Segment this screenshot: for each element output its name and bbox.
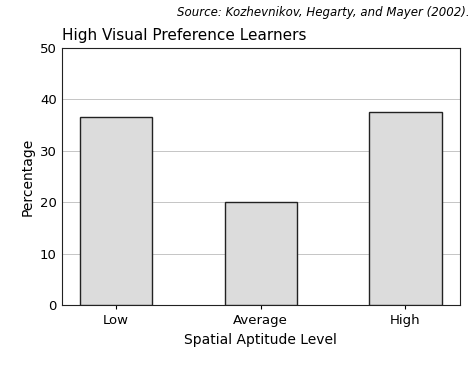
Bar <box>369 112 442 305</box>
Text: Source: Kozhevnikov, Hegarty, and Mayer (2002).: Source: Kozhevnikov, Hegarty, and Mayer … <box>177 6 469 18</box>
X-axis label: Spatial Aptitude Level: Spatial Aptitude Level <box>184 333 337 347</box>
Bar <box>80 117 152 305</box>
Y-axis label: Percentage: Percentage <box>20 138 34 216</box>
Bar <box>225 202 297 305</box>
Text: High Visual Preference Learners: High Visual Preference Learners <box>62 28 306 43</box>
